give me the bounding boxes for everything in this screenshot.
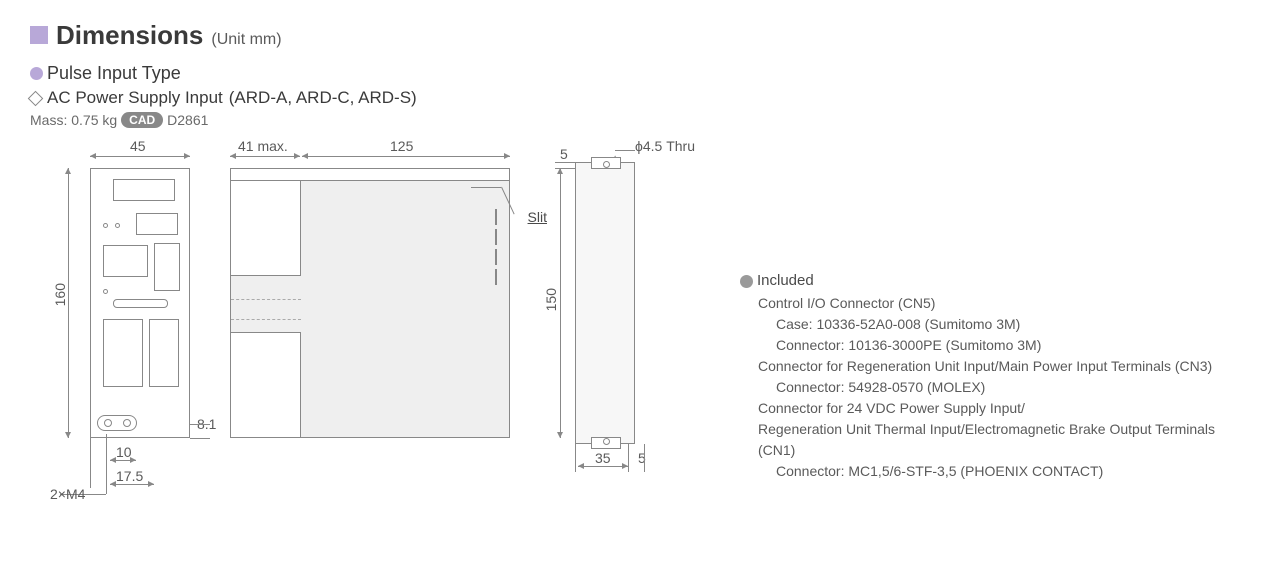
port [113,179,175,201]
screw-hole-icon [104,419,112,427]
side-front-block [231,181,301,276]
included-heading: Included [757,270,814,293]
port [154,243,180,291]
dash-line [231,299,301,300]
dim-line [68,168,69,438]
vent-slot [495,209,497,225]
dim-line [190,438,210,439]
dim-front-width: 45 [130,138,146,154]
header-title: Dimensions [56,20,203,51]
cad-badge: CAD [121,112,163,128]
dim-line [90,156,190,157]
included-item: Connector: 10136-3000PE (Sumitomo 3M) [740,335,1215,356]
bullet-diamond-icon [28,90,44,106]
included-item: Control I/O Connector (CN5) [740,293,1215,314]
vent-slot [495,249,497,265]
bullet-circle-icon [30,67,43,80]
vent-slot [495,229,497,245]
dim-hole-label: ϕ4.5 Thru [635,138,695,154]
included-list: Control I/O Connector (CN5)Case: 10336-5… [740,293,1215,482]
subtitle-2-label: AC Power Supply Input [47,88,223,108]
dim-line [555,162,575,163]
leader-line [615,150,635,151]
dim-line [575,444,576,472]
port [136,213,178,235]
vent-slot [495,269,497,285]
dim-side-body: 125 [390,138,413,154]
included-item: Connector: 54928-0570 (MOLEX) [740,377,1215,398]
included-item: Connector for 24 VDC Power Supply Input/ [740,398,1215,419]
side-front-block [231,332,301,437]
screw-hole-icon [123,419,131,427]
port [103,245,148,277]
dim-line [644,444,645,472]
front-view [90,168,190,438]
dim-10: 10 [116,444,132,460]
dim-line [230,156,300,157]
dim-mount-top: 5 [560,146,568,162]
cad-code: D2861 [167,112,208,128]
dim-line [110,484,154,485]
dim-line [190,424,210,425]
side-top-strip [231,169,509,181]
mass-row: Mass: 0.75 kg CAD D2861 [30,112,1250,128]
leader-line [471,187,501,188]
dash-line [231,319,301,320]
included-item: Case: 10336-52A0-008 (Sumitomo 3M) [740,314,1215,335]
subtitle-1-text: Pulse Input Type [47,63,181,84]
power-connector [97,415,137,431]
dim-line [578,466,628,467]
section-header: Dimensions (Unit mm) [30,20,1250,51]
leader-line [106,434,107,494]
included-section: Included Control I/O Connector (CN5)Case… [740,270,1215,482]
mass-label: Mass: 0.75 kg [30,112,117,128]
header-bullet [30,26,48,44]
slit-label: Slit [528,209,547,225]
dim-line [628,444,629,472]
mount-hole-icon [603,161,610,168]
led-icon [103,289,108,294]
dim-line [90,438,91,488]
subtitle-2: AC Power Supply Input (ARD-A, ARD-C, ARD… [30,88,1250,108]
led-icon [115,223,120,228]
subtitle-2-models: (ARD-A, ARD-C, ARD-S) [229,88,417,108]
dim-mount-width: 35 [595,450,611,466]
dim-front-height: 160 [52,283,68,306]
dim-line [110,460,136,461]
dim-mount-pitch: 150 [543,288,559,311]
dim-line [302,156,510,157]
included-item: Connector for Regeneration Unit Input/Ma… [740,356,1215,377]
dim-side-front: 41 max. [238,138,288,154]
subtitle-1: Pulse Input Type [30,63,1250,84]
included-item: Connector: MC1,5/6-STF-3,5 (PHOENIX CONT… [740,461,1215,482]
included-heading-row: Included [740,270,1215,293]
bullet-circle-icon [740,275,753,288]
port [103,319,143,387]
port [113,299,168,308]
dim-line [560,168,561,438]
mount-hole-icon [603,438,610,445]
side-view: Slit [230,168,510,438]
included-item: Regeneration Unit Thermal Input/Electrom… [740,419,1215,440]
dim-screw-label: 2×M4 [50,486,85,502]
header-unit: (Unit mm) [211,31,281,49]
mount-view [575,162,635,444]
dim-17-5: 17.5 [116,468,143,484]
included-item: (CN1) [740,440,1215,461]
leader-line [501,187,515,215]
led-icon [103,223,108,228]
port [149,319,179,387]
